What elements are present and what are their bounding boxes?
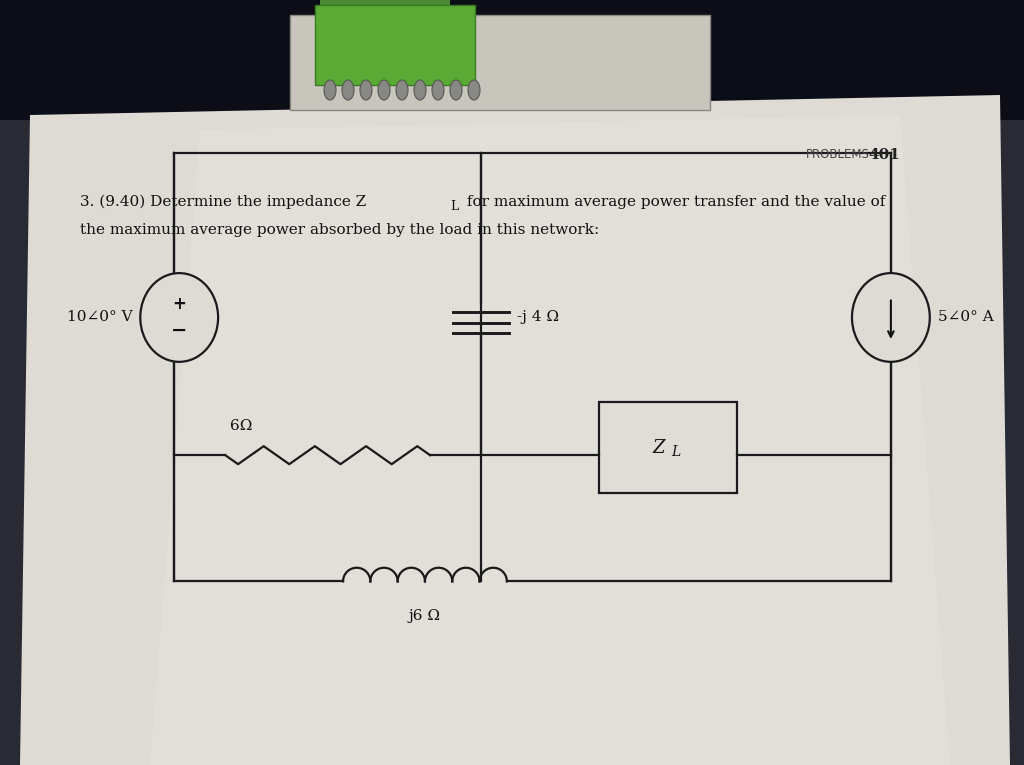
Text: 6Ω: 6Ω xyxy=(230,419,253,433)
Ellipse shape xyxy=(378,80,390,100)
Bar xyxy=(0,0,1024,120)
Ellipse shape xyxy=(450,80,462,100)
Ellipse shape xyxy=(852,273,930,362)
Bar xyxy=(319,0,450,85)
Text: 10∠0° V: 10∠0° V xyxy=(67,311,132,324)
Ellipse shape xyxy=(360,80,372,100)
Ellipse shape xyxy=(342,80,354,100)
Text: Z: Z xyxy=(652,438,666,457)
Text: the maximum average power absorbed by the load in this network:: the maximum average power absorbed by th… xyxy=(80,223,599,237)
PathPatch shape xyxy=(150,115,950,765)
Text: L: L xyxy=(671,444,680,458)
Ellipse shape xyxy=(468,80,480,100)
Bar xyxy=(315,5,475,85)
Bar xyxy=(599,402,737,493)
Text: L: L xyxy=(450,200,459,213)
Text: PROBLEMS: PROBLEMS xyxy=(806,148,870,161)
Bar xyxy=(290,15,710,110)
Ellipse shape xyxy=(396,80,408,100)
Ellipse shape xyxy=(414,80,426,100)
Text: 5∠0° A: 5∠0° A xyxy=(938,311,993,324)
Text: -j 4 Ω: -j 4 Ω xyxy=(517,311,559,324)
Ellipse shape xyxy=(432,80,444,100)
Text: −: − xyxy=(171,321,187,340)
PathPatch shape xyxy=(20,95,1010,765)
Ellipse shape xyxy=(140,273,218,362)
Text: for maximum average power transfer and the value of: for maximum average power transfer and t… xyxy=(462,195,886,209)
Text: 401: 401 xyxy=(868,148,900,162)
Text: j6 Ω: j6 Ω xyxy=(409,610,441,623)
Text: +: + xyxy=(172,295,186,313)
Ellipse shape xyxy=(324,80,336,100)
Text: 3. (9.40) Determine the impedance Z: 3. (9.40) Determine the impedance Z xyxy=(80,195,367,210)
